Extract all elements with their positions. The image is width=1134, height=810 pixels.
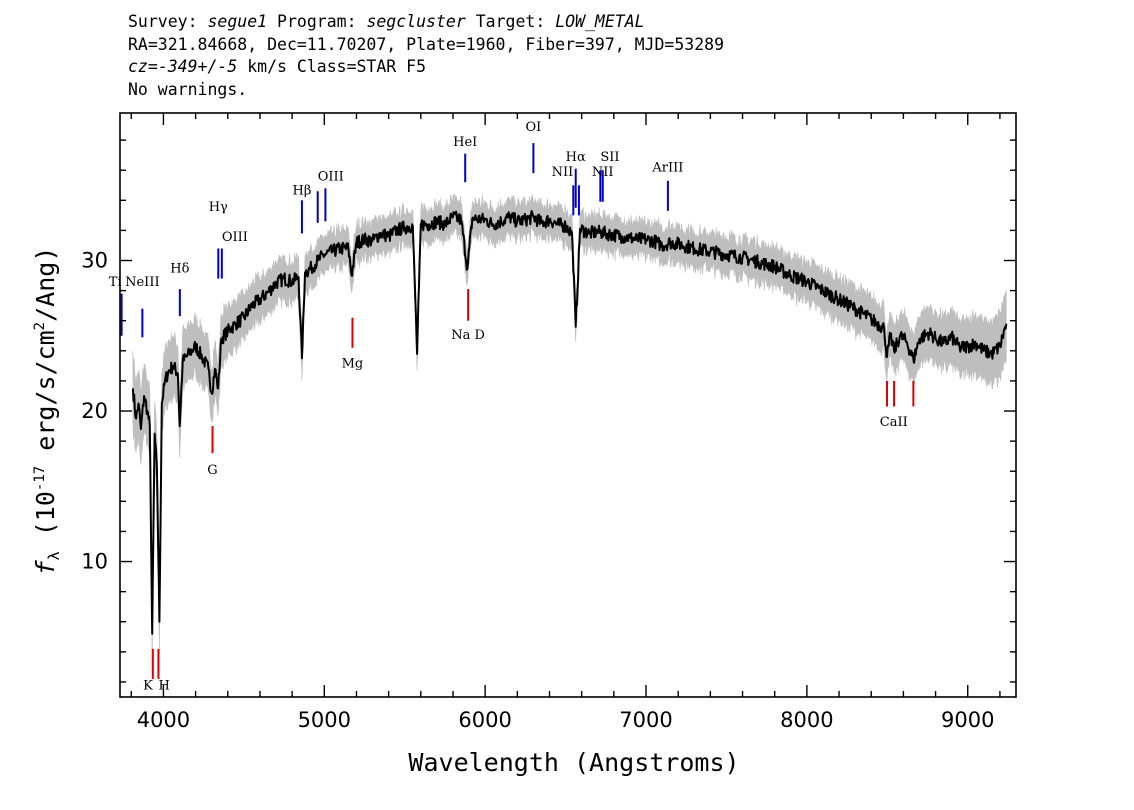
emission-line-label: Ti xyxy=(109,275,122,290)
target-value: LOW_METAL xyxy=(555,12,645,31)
absorption-line-label: G xyxy=(207,463,217,478)
absorption-line-label: Na D xyxy=(451,328,485,343)
emission-line-label: HeI xyxy=(453,135,477,150)
x-tick-label: 4000 xyxy=(137,708,190,732)
survey-label: Survey: xyxy=(128,12,208,31)
y-axis-title-sub: λ xyxy=(45,551,63,560)
y-tick-label: 20 xyxy=(81,399,108,423)
header-line-redshift: cz=-349+/-5 km/s Class=STAR F5 xyxy=(128,56,724,79)
emission-line-label: SII xyxy=(600,150,619,165)
spectrum-header: Survey: segue1 Program: segcluster Targe… xyxy=(128,11,724,101)
program-label: Program: xyxy=(267,12,367,31)
flux-line xyxy=(131,210,1008,635)
error-band xyxy=(132,193,1007,667)
emission-line-label: Hβ xyxy=(293,183,312,198)
emission-line-label: NII xyxy=(552,165,574,180)
x-tick-label: 7000 xyxy=(619,708,672,732)
y-axis-title-exp2: 2 xyxy=(32,322,48,330)
target-label: Target: xyxy=(465,12,556,31)
emission-line-label: Hδ xyxy=(170,262,189,277)
plot-frame xyxy=(119,112,1017,698)
absorption-line-label: Mg xyxy=(342,356,364,371)
error-band-layer xyxy=(132,193,1007,667)
y-axis-title-mid: erg/s/cm xyxy=(31,330,60,465)
y-axis-title-post: /Ang) xyxy=(31,247,60,322)
x-tick-label: 8000 xyxy=(780,708,833,732)
y-axis-title-pre: (10 xyxy=(31,491,60,551)
x-tick-label: 5000 xyxy=(298,708,351,732)
x-tick-label: 6000 xyxy=(458,708,511,732)
emission-line-label: NII xyxy=(592,165,614,180)
x-axis-title: Wavelength (Angstroms) xyxy=(408,748,739,777)
header-line-coordinates: RA=321.84668, Dec=11.70207, Plate=1960, … xyxy=(128,34,725,54)
cz-label: cz= xyxy=(128,57,158,76)
emission-line-label: ArIII xyxy=(651,161,683,176)
flux-layer xyxy=(131,210,1008,635)
x-tick-label: 9000 xyxy=(941,708,994,732)
emission-line-label: NeIII xyxy=(125,275,159,290)
y-axis-title-f: f xyxy=(31,559,60,575)
absorption-line-label: CaII xyxy=(880,415,908,430)
emission-line-label: OIII xyxy=(318,170,344,185)
y-tick-label: 10 xyxy=(81,550,108,574)
emission-line-label: Hα xyxy=(566,150,586,165)
emission-line-label: Hγ xyxy=(209,200,228,215)
program-value: segcluster xyxy=(366,12,466,31)
class-text: km/s Class=STAR F5 xyxy=(237,57,427,76)
y-tick-label: 30 xyxy=(81,249,108,273)
emission-line-label: OIII xyxy=(222,230,248,245)
y-axis-title: fλ (10-17 erg/s/cm2/Ang) xyxy=(31,247,63,576)
absorption-line-label: K xyxy=(143,678,153,693)
cz-value: -349+/-5 xyxy=(157,57,238,76)
header-line-survey: Survey: segue1 Program: segcluster Targe… xyxy=(128,11,724,34)
survey-value: segue1 xyxy=(207,12,268,31)
y-axis-title-exp: -17 xyxy=(32,466,48,491)
emission-line-label: OI xyxy=(526,120,542,135)
header-line-warnings: No warnings. xyxy=(128,79,248,99)
axis-ticks-layer: 4000 5000 6000 7000 8000 9000 10 20 30 xyxy=(81,113,1016,732)
